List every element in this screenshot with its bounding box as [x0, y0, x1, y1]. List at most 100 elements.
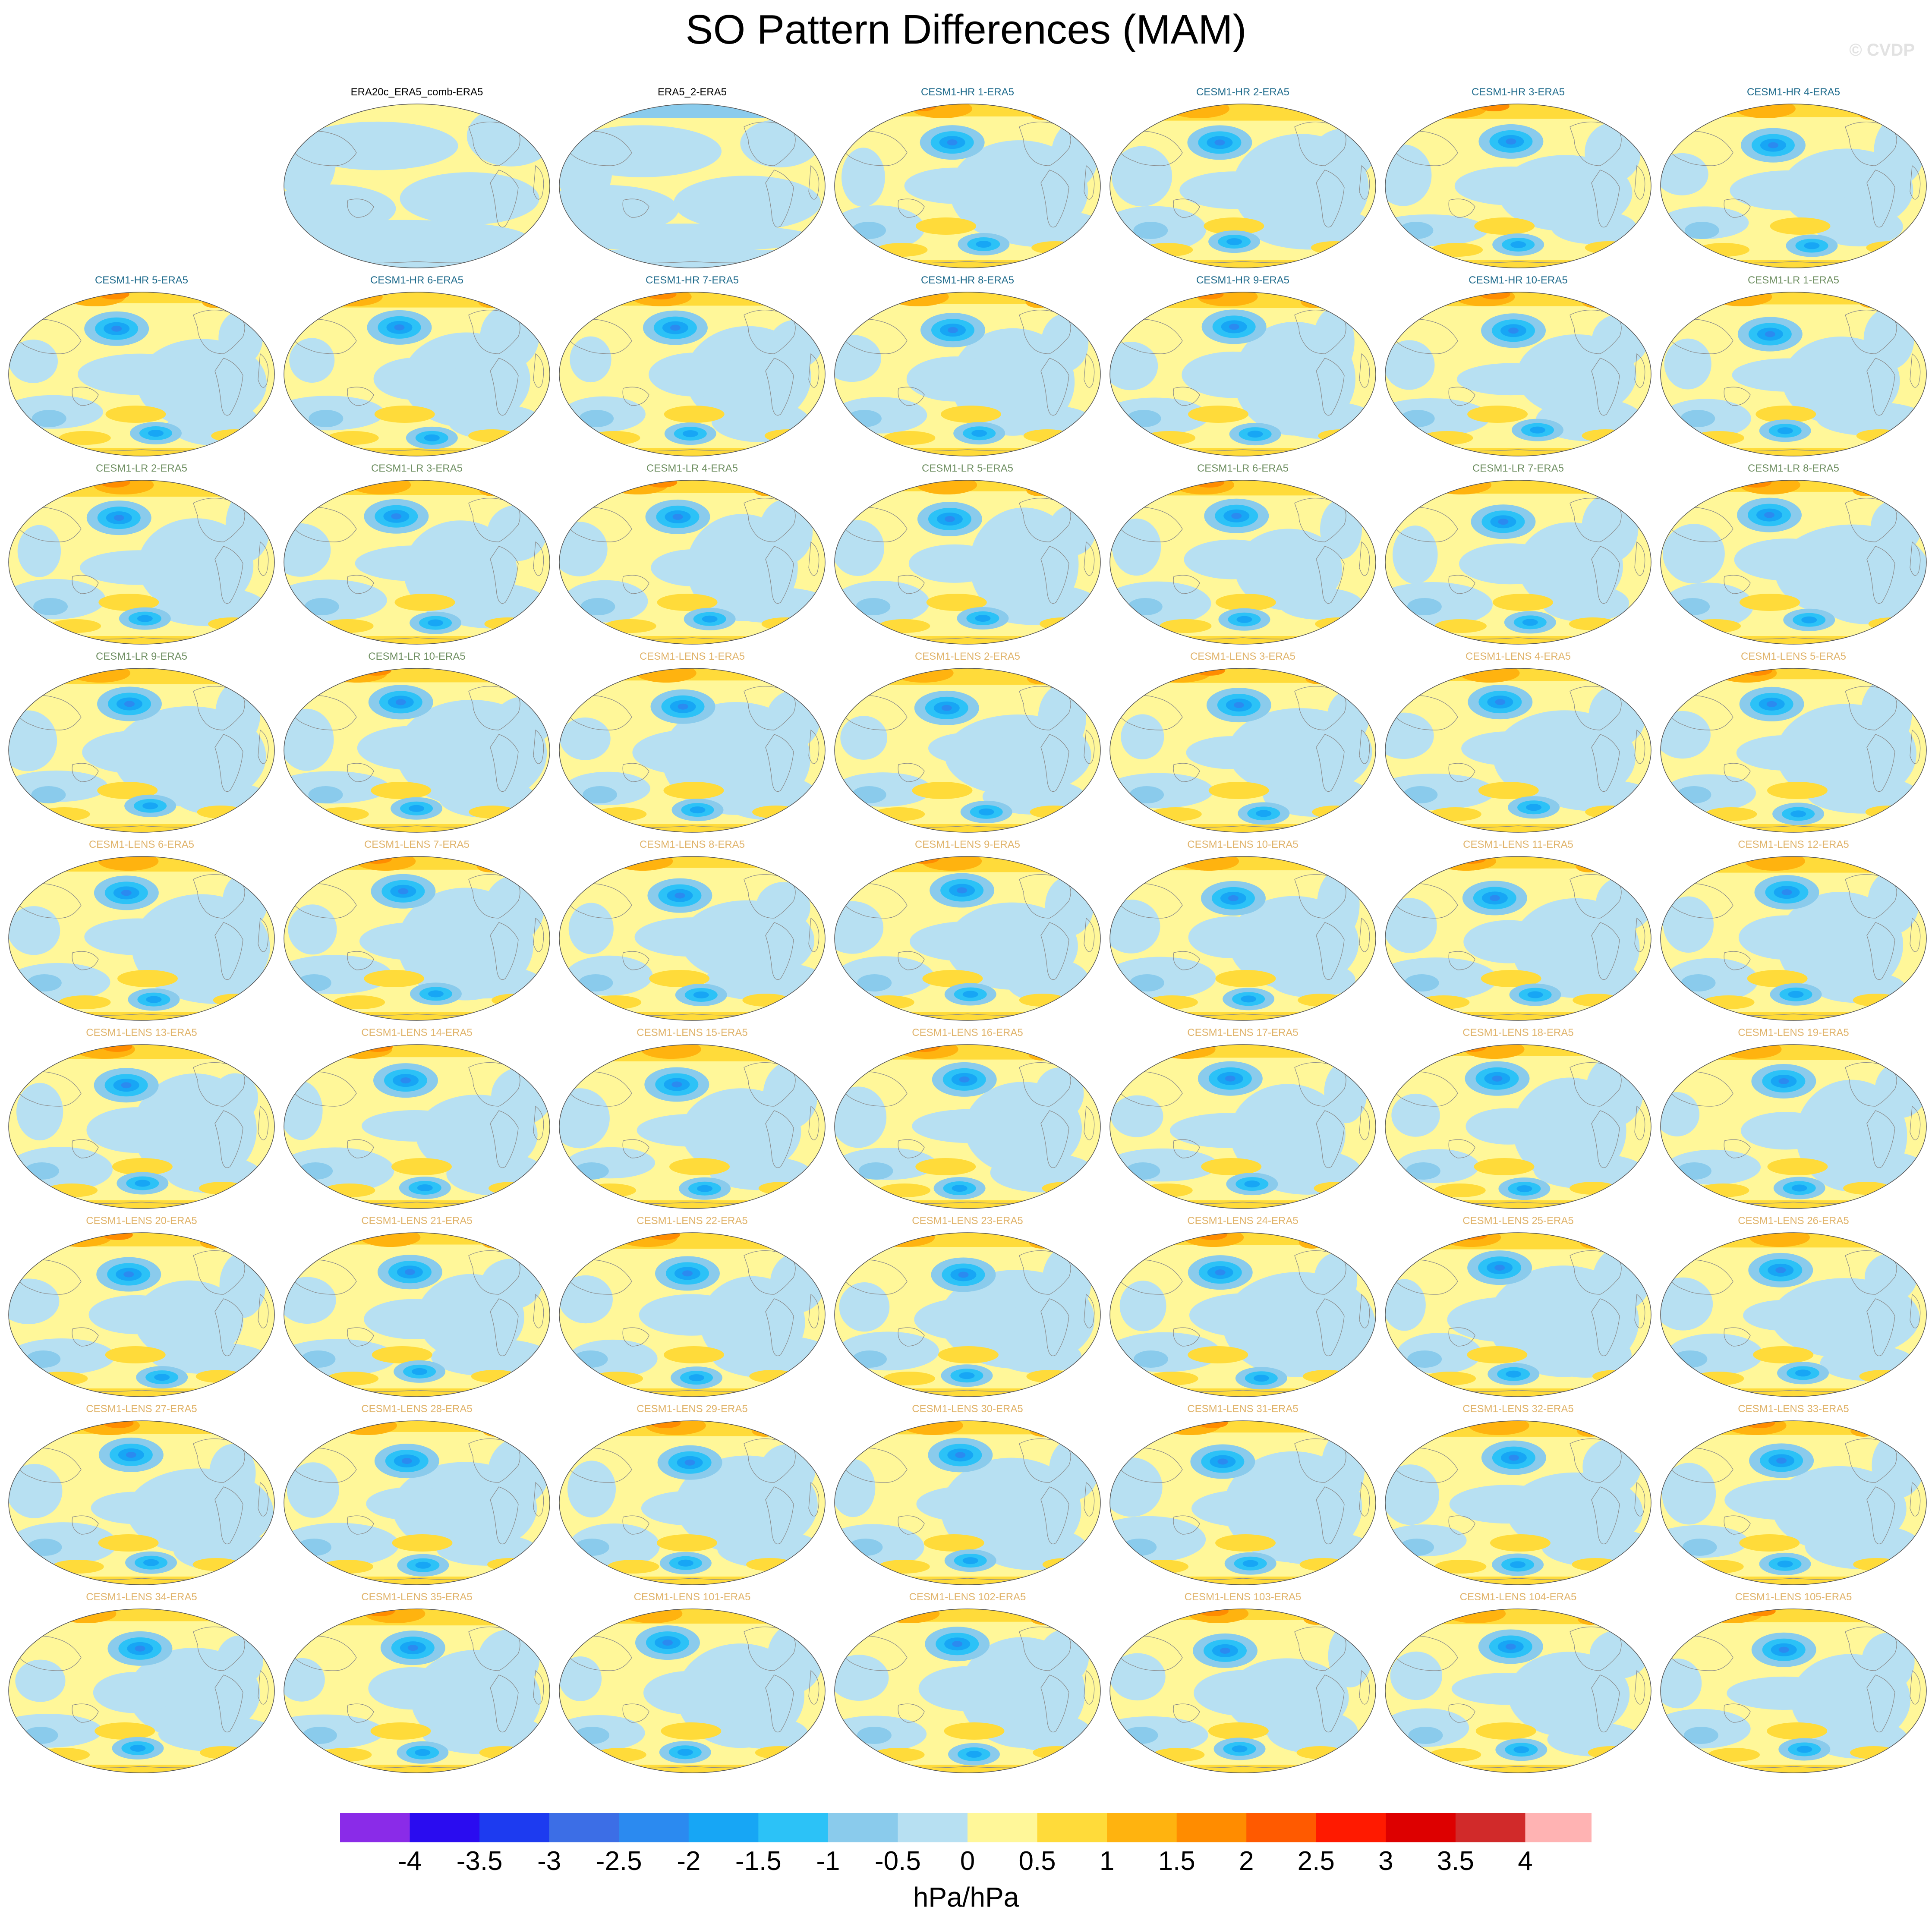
map-svg [1385, 1044, 1651, 1209]
panel-title: CESM1-LENS 13-ERA5 [86, 1027, 197, 1039]
map-svg [284, 1232, 550, 1397]
map-panel: CESM1-LENS 5-ERA5 [1660, 651, 1927, 834]
colorbar-swatch [410, 1813, 480, 1842]
map-svg [834, 480, 1101, 645]
map-svg [834, 292, 1101, 456]
map-svg [559, 1608, 826, 1773]
map-panel: CESM1-LENS 16-ERA5 [834, 1027, 1101, 1210]
map-panel: CESM1-HR 1-ERA5 [834, 86, 1101, 269]
map-panel: CESM1-LENS 33-ERA5 [1660, 1403, 1927, 1586]
map-svg [1109, 1232, 1376, 1397]
colorbar-swatch [1107, 1813, 1177, 1842]
map-panel: CESM1-LENS 34-ERA5 [8, 1591, 275, 1774]
panel-title: CESM1-LENS 20-ERA5 [86, 1215, 197, 1227]
map-svg [1385, 668, 1651, 833]
map-svg [559, 856, 826, 1021]
map-panel: CESM1-LENS 7-ERA5 [283, 839, 551, 1022]
panel-title: CESM1-LENS 105-ERA5 [1735, 1591, 1852, 1603]
map-svg [1109, 292, 1376, 456]
map-svg [1660, 104, 1927, 268]
colorbar-swatch [1455, 1813, 1525, 1842]
map-panel: CESM1-LENS 101-ERA5 [558, 1591, 826, 1774]
map-svg [1660, 668, 1927, 833]
map-panel: CESM1-LENS 9-ERA5 [834, 839, 1101, 1022]
map-panel: CESM1-LENS 104-ERA5 [1384, 1591, 1652, 1774]
map-svg [1109, 1420, 1376, 1585]
map-panel: CESM1-HR 3-ERA5 [1384, 86, 1652, 269]
panel-title: CESM1-LR 1-ERA5 [1747, 274, 1840, 286]
panel-title: CESM1-LENS 8-ERA5 [639, 839, 745, 850]
map-svg [284, 292, 550, 456]
colorbar-tick-label: -1 [816, 1846, 840, 1876]
map-panel: CESM1-HR 6-ERA5 [283, 274, 551, 457]
panel-title: CESM1-LENS 104-ERA5 [1459, 1591, 1577, 1603]
panel-title: CESM1-HR 5-ERA5 [95, 274, 189, 286]
map-panel: CESM1-LENS 22-ERA5 [558, 1215, 826, 1398]
panel-title: CESM1-LENS 19-ERA5 [1738, 1027, 1849, 1039]
panel-title: CESM1-HR 4-ERA5 [1746, 86, 1841, 98]
map-svg [1385, 292, 1651, 456]
colorbar-tick-label: 1.5 [1158, 1846, 1195, 1876]
map-panel: CESM1-LENS 8-ERA5 [558, 839, 826, 1022]
map-panel: CESM1-LENS 105-ERA5 [1660, 1591, 1927, 1774]
panel-title: CESM1-HR 6-ERA5 [370, 274, 464, 286]
map-panel: CESM1-LENS 29-ERA5 [558, 1403, 826, 1586]
map-svg [1660, 1232, 1927, 1397]
map-panel: CESM1-LENS 10-ERA5 [1109, 839, 1377, 1022]
map-panel: CESM1-LENS 32-ERA5 [1384, 1403, 1652, 1586]
colorbar-tick-label: 3.5 [1437, 1846, 1474, 1876]
map-panel: CESM1-LENS 6-ERA5 [8, 839, 275, 1022]
map-svg [834, 1420, 1101, 1585]
map-panel: CESM1-LENS 23-ERA5 [834, 1215, 1101, 1398]
map-panel: CESM1-LR 9-ERA5 [8, 651, 275, 834]
map-panel: CESM1-LENS 35-ERA5 [283, 1591, 551, 1774]
panel-title: ERA5_2-ERA5 [657, 86, 727, 98]
panel-title: CESM1-LENS 1-ERA5 [639, 651, 745, 662]
panel-title: CESM1-LENS 9-ERA5 [914, 839, 1021, 850]
panel-title: CESM1-LENS 4-ERA5 [1465, 651, 1571, 662]
colorbar-swatch [1316, 1813, 1386, 1842]
panel-title: CESM1-LENS 3-ERA5 [1190, 651, 1296, 662]
colorbar: -4 -3.5 -3 -2.5 -2 -1.5 -1 -0.5 0 0.5 1 1.5 2 2.5 3 3.5… [340, 1813, 1592, 1876]
map-svg [834, 1044, 1101, 1209]
map-svg [1109, 104, 1376, 268]
map-panel: CESM1-LR 2-ERA5 [8, 463, 275, 645]
map-panel: CESM1-LENS 15-ERA5 [558, 1027, 826, 1210]
colorbar-tick-label: -3.5 [457, 1846, 503, 1876]
map-panel: CESM1-LR 3-ERA5 [283, 463, 551, 645]
map-panel: CESM1-HR 5-ERA5 [8, 274, 275, 457]
map-svg [1660, 1608, 1927, 1773]
panel-title: CESM1-LENS 2-ERA5 [914, 651, 1021, 662]
panel-title: CESM1-LENS 30-ERA5 [912, 1403, 1023, 1415]
panel-title: CESM1-LENS 31-ERA5 [1187, 1403, 1299, 1415]
panel-title: CESM1-LENS 16-ERA5 [912, 1027, 1023, 1039]
map-panel: CESM1-LR 8-ERA5 [1660, 463, 1927, 645]
map-svg [559, 1044, 826, 1209]
map-svg [834, 1232, 1101, 1397]
map-svg [8, 668, 275, 833]
map-panel: CESM1-HR 2-ERA5 [1109, 86, 1377, 269]
map-panel: CESM1-LENS 4-ERA5 [1384, 651, 1652, 834]
map-panel: CESM1-LR 1-ERA5 [1660, 274, 1927, 457]
map-svg [559, 668, 826, 833]
panel-title: CESM1-LR 7-ERA5 [1472, 463, 1564, 474]
map-panel: CESM1-LENS 20-ERA5 [8, 1215, 275, 1398]
map-svg [8, 1608, 275, 1773]
map-svg [8, 1420, 275, 1585]
colorbar-tick-label: 0 [960, 1846, 975, 1876]
panel-title: CESM1-LR 6-ERA5 [1197, 463, 1289, 474]
panel-title: CESM1-LR 9-ERA5 [95, 651, 188, 662]
colorbar-tick-label: -2 [677, 1846, 700, 1876]
panel-title: CESM1-LR 2-ERA5 [95, 463, 188, 474]
colorbar-swatch [479, 1813, 550, 1842]
map-svg [1660, 1044, 1927, 1209]
map-svg [1660, 292, 1927, 456]
colorbar-tick-label: 2.5 [1298, 1846, 1335, 1876]
map-panel: CESM1-LENS 102-ERA5 [834, 1591, 1101, 1774]
map-panel: CESM1-HR 9-ERA5 [1109, 274, 1377, 457]
panel-title: CESM1-HR 2-ERA5 [1196, 86, 1290, 98]
panel-title: CESM1-LENS 102-ERA5 [909, 1591, 1026, 1603]
map-svg [284, 856, 550, 1021]
map-panel: CESM1-HR 10-ERA5 [1384, 274, 1652, 457]
map-svg [834, 856, 1101, 1021]
